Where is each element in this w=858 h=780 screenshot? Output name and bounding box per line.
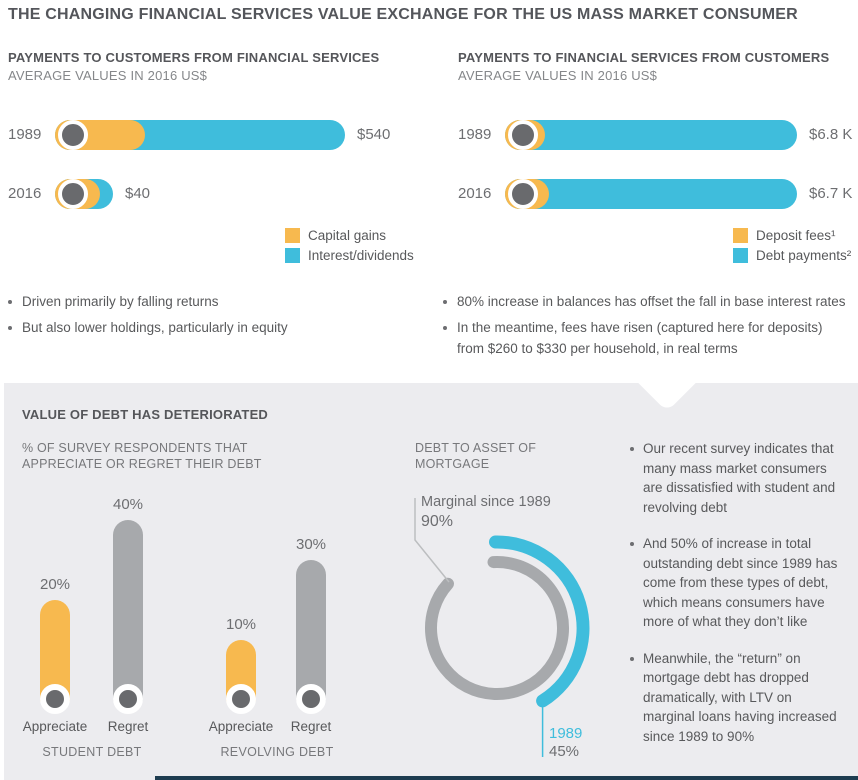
bullet-dot [630,656,634,661]
bar-base-circle [226,684,256,714]
legend-label: Debt payments² [756,248,852,263]
mortgage-chart-title: DEBT TO ASSET OF MORTGAGE [415,441,537,471]
bar-start-circle [508,179,538,209]
note-bullet: Our recent survey indicates that many ma… [630,439,842,517]
note-bullet: In the meantime, fees have risen (captur… [443,317,833,359]
regret-bar [113,520,143,714]
legend-item: Deposit fees¹ [733,228,851,243]
bar-x-label: Regret [290,719,332,734]
donut-callout-label: Marginal since 1989 [421,494,551,510]
bottom-divider-strip [155,776,858,780]
bottom-panel: VALUE OF DEBT HAS DETERIORATED % OF SURV… [4,352,858,780]
vbar-group: 20% [15,576,95,714]
bar-x-label: Appreciate [208,719,274,734]
left-chart-title: PAYMENTS TO CUSTOMERS FROM FINANCIAL SER… [8,50,380,65]
panel-notes: Our recent survey indicates that many ma… [630,439,842,763]
note-bullet: And 50% of increase in total outstanding… [630,534,842,632]
note-bullet: Driven primarily by falling returns [8,291,428,312]
note-text: Driven primarily by falling returns [22,294,219,309]
group-label-revolving-debt: REVOLVING DEBT [220,745,334,759]
bar-start-circle [508,120,538,150]
bar-base-circle [296,684,326,714]
note-bullet: 80% increase in balances has offset the … [443,291,858,312]
survey-chart-subtitle: % OF SURVEY RESPONDENTS THAT APPRECIATE … [22,441,262,471]
bar-start-circle [58,179,88,209]
donut-base-value: 45% [549,743,580,760]
value-label: $40 [125,185,151,202]
interest-dividends-swatch [285,248,300,263]
value-label: $540 [357,126,391,143]
capital-gains-swatch [285,228,300,243]
deposit-fees-swatch [733,228,748,243]
note-text: In the meantime, fees have risen (captur… [457,320,823,356]
legend-label: Deposit fees¹ [756,228,836,243]
year-label: 1989 [8,126,42,143]
right-notes: 80% increase in balances has offset the … [443,291,858,364]
value-label: $6.7 K [809,185,853,202]
note-text: And 50% of increase in total outstanding… [643,536,838,629]
bar-base-circle [40,684,70,714]
year-label: 2016 [8,185,42,202]
donut-callout-value: 90% [421,513,454,530]
note-text: 80% increase in balances has offset the … [457,294,846,309]
value-label: $6.8 K [809,126,853,143]
group-label-student-debt: STUDENT DEBT [42,745,142,759]
bullet-dot [630,542,634,546]
note-bullet: But also lower holdings, particularly in… [8,317,428,338]
left-chart-subtitle: AVERAGE VALUES IN 2016 US$ [8,68,208,83]
appreciate-bar [40,600,70,714]
bullet-dot [630,447,634,451]
mortgage-donut-chart [414,498,590,757]
bar-segment-debt-payments [505,179,797,209]
right-chart-subtitle: AVERAGE VALUES IN 2016 US$ [458,68,658,83]
year-label: 1989 [458,126,492,143]
bullet-dot [8,326,12,330]
panel-title: VALUE OF DEBT HAS DETERIORATED [22,407,269,422]
regret-bar [296,560,326,714]
note-text: Meanwhile, the “return” on mortgage debt… [643,650,837,744]
legend-item: Debt payments² [733,248,851,263]
legend-item: Capital gains [285,228,414,243]
right-chart-title: PAYMENTS TO FINANCIAL SERVICES FROM CUST… [458,50,830,65]
vbar-group: 40% [88,496,168,714]
page-title: THE CHANGING FINANCIAL SERVICES VALUE EX… [8,6,798,23]
bar-base-circle [113,684,143,714]
left-notes: Driven primarily by falling returns But … [8,291,428,343]
note-text: Our recent survey indicates that many ma… [643,441,836,515]
vbar-group: 10% [201,616,281,714]
bar-value-label: 20% [39,576,71,593]
bar-start-circle [58,120,88,150]
bar-x-label: Regret [107,719,149,734]
vbar-group: 30% [271,536,351,714]
bar-segment-debt-payments [505,120,797,150]
bar-value-label: 10% [225,616,257,633]
legend-label: Capital gains [308,228,387,243]
left-legend: Capital gains Interest/dividends [285,228,414,268]
year-label: 2016 [458,185,492,202]
donut-base-year: 1989 [549,725,583,742]
bar-x-label: Appreciate [22,719,88,734]
appreciate-bar [226,640,256,714]
right-legend: Deposit fees¹ Debt payments² [733,228,851,268]
bar-value-label: 40% [112,496,144,513]
legend-item: Interest/dividends [285,248,414,263]
note-text: But also lower holdings, particularly in… [22,320,288,335]
debt-payments-swatch [733,248,748,263]
bar-value-label: 30% [295,536,327,553]
bullet-dot [8,300,12,304]
note-bullet: Meanwhile, the “return” on mortgage debt… [630,649,842,747]
bullet-dot [443,326,447,330]
bullet-dot [443,300,447,304]
legend-label: Interest/dividends [308,248,414,263]
